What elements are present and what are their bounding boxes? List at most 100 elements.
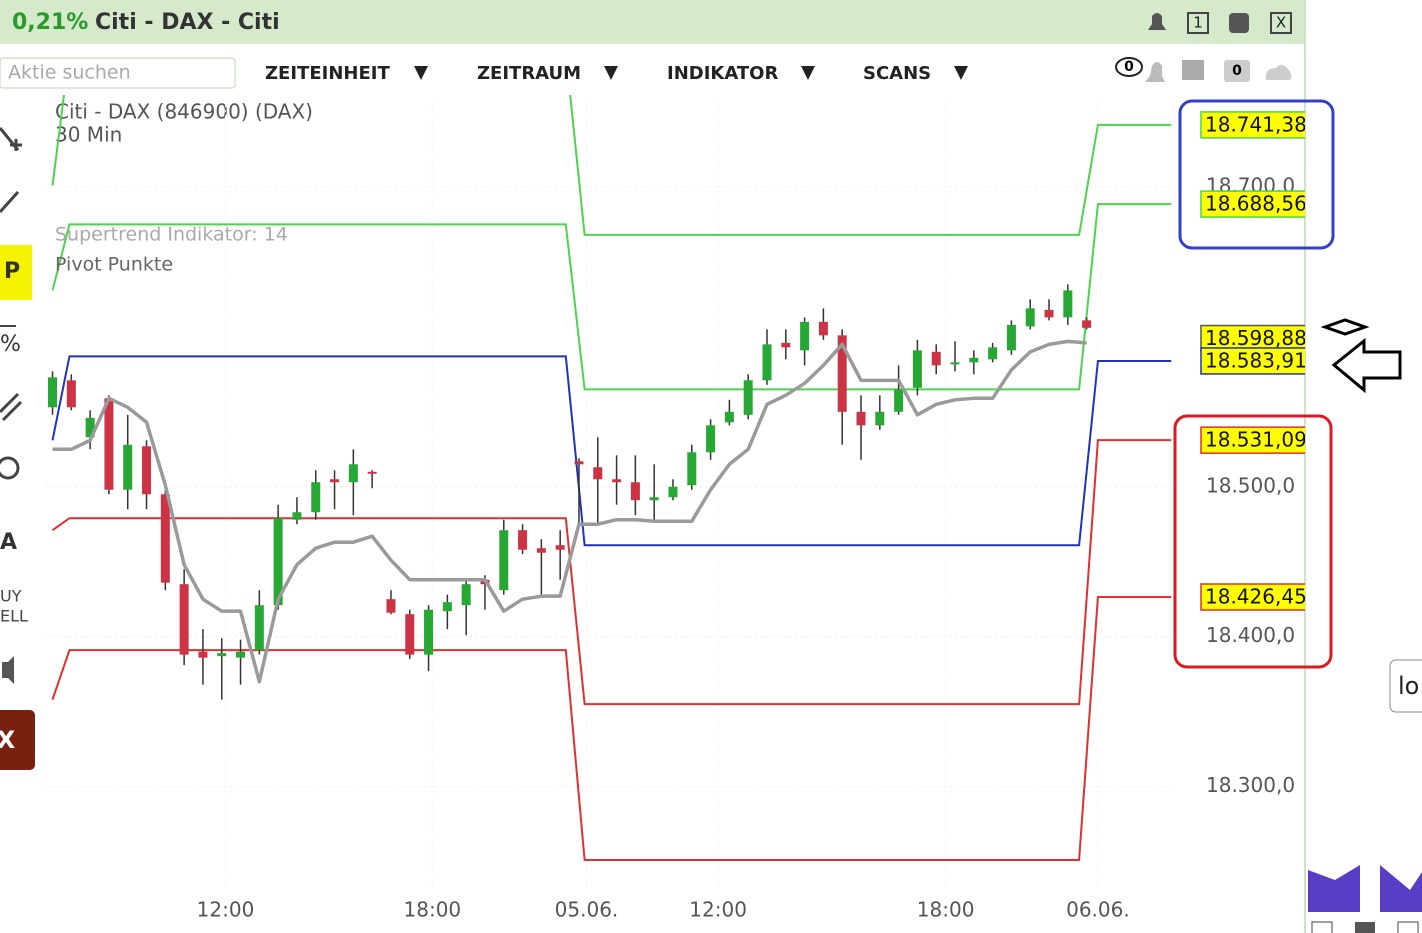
menu[interactable]: INDIKATOR	[667, 63, 778, 84]
candle-body	[179, 584, 189, 655]
close-button[interactable]	[1270, 12, 1292, 34]
price-label: 18.598,88	[1205, 326, 1307, 350]
tool-label[interactable]: A	[0, 530, 17, 555]
candle-body	[217, 653, 227, 657]
candle-body	[875, 411, 885, 426]
average-line	[52, 339, 1087, 684]
parallel-icon[interactable]	[0, 392, 23, 422]
button-label: 1	[1193, 14, 1203, 32]
menu[interactable]: SCANS	[863, 63, 931, 84]
candle-body	[555, 545, 565, 550]
menu[interactable]: ZEITRAUM	[477, 63, 581, 84]
candle-body	[574, 461, 584, 465]
candle-body	[612, 479, 622, 483]
candle-body	[518, 530, 528, 550]
marker	[1320, 318, 1370, 336]
x-tick-label: 12:00	[689, 898, 747, 922]
price-label: 18.426,45	[1205, 585, 1307, 609]
button-label: X	[1276, 14, 1286, 32]
pivot-line	[51, 203, 1172, 391]
chart-subtitle: 30 Min	[55, 123, 122, 147]
exit-label: X	[0, 726, 16, 754]
arrow	[1331, 337, 1402, 394]
tool-box[interactable]	[0, 245, 32, 300]
candle-body	[536, 548, 546, 553]
annotation: Pivot Punkte	[55, 254, 173, 276]
candle-body	[837, 335, 847, 412]
icon	[1355, 922, 1375, 933]
candle-body	[969, 357, 979, 363]
tool-label[interactable]: UY	[0, 587, 22, 606]
candle-body	[292, 512, 302, 520]
chart-title: Citi - DAX (846900) (DAX)	[55, 100, 313, 124]
menu-arrow	[414, 66, 428, 80]
candle-body	[931, 351, 941, 366]
tool-label[interactable]: ELL	[0, 607, 28, 626]
side-tab[interactable]	[1389, 659, 1422, 713]
candle-body	[311, 482, 321, 513]
candle-body	[142, 446, 152, 495]
price-label-box	[1200, 426, 1305, 454]
menu-arrow	[604, 66, 618, 80]
cursor-icon[interactable]	[0, 127, 22, 151]
badge[interactable]	[1115, 57, 1143, 77]
tool-label: P	[4, 259, 20, 284]
candle-body	[386, 599, 396, 613]
icon[interactable]	[1182, 60, 1204, 80]
x-tick-label: 06.06.	[1066, 898, 1130, 922]
candle-body	[912, 350, 922, 388]
candle-body	[1006, 324, 1016, 351]
price-label-box	[1200, 111, 1305, 139]
candle-body	[800, 321, 810, 351]
window-title: Citi - DAX - Citi	[95, 10, 280, 35]
price-label: 18.741,38	[1205, 112, 1307, 136]
candle-body	[762, 344, 772, 381]
x-tick-label: 12:00	[197, 898, 255, 922]
candle-body	[894, 389, 904, 412]
speaker-icon[interactable]	[2, 656, 14, 684]
y-tick-label: 18.300,0	[1206, 773, 1295, 797]
x-tick-label: 05.06.	[555, 898, 619, 922]
logo	[1308, 865, 1422, 912]
candle-body	[950, 362, 960, 365]
bell[interactable]	[1148, 13, 1166, 30]
candle-body	[630, 482, 640, 501]
candle-body	[781, 342, 791, 348]
price-label-box	[1200, 190, 1305, 218]
candle-body	[668, 486, 678, 498]
candle-body	[424, 609, 434, 655]
candle-body	[1025, 308, 1035, 327]
menu[interactable]: ZEITEINHEIT	[265, 63, 390, 84]
button[interactable]	[1229, 13, 1249, 33]
candle-body	[160, 494, 170, 583]
cloud-icon[interactable]	[1265, 64, 1292, 80]
tool-label[interactable]: %	[0, 332, 21, 357]
title-bar	[0, 0, 1305, 44]
y-tick-label: 18.500,0	[1206, 473, 1295, 497]
search-box[interactable]	[0, 57, 236, 89]
candle-body	[818, 321, 828, 336]
search-placeholder: Aktie suchen	[8, 62, 131, 84]
candle-body	[254, 605, 264, 651]
candle-body	[348, 464, 358, 483]
candle-body	[48, 377, 58, 408]
candle-body	[461, 584, 471, 606]
side-tab-label: lo	[1398, 672, 1419, 700]
button[interactable]	[1187, 12, 1209, 34]
candle-body	[499, 530, 509, 591]
bell-icon[interactable]	[1145, 62, 1165, 82]
change: 0,21%	[12, 10, 88, 35]
search-icon[interactable]	[0, 456, 20, 480]
line-icon[interactable]	[0, 190, 20, 214]
icon	[1397, 921, 1419, 933]
candle-body	[706, 425, 716, 453]
candle-body	[405, 614, 415, 655]
badge[interactable]	[1224, 60, 1250, 82]
candle-body	[198, 651, 208, 658]
icon	[1311, 921, 1333, 933]
x-tick-label: 18:00	[404, 898, 462, 922]
exit-button[interactable]	[0, 710, 35, 770]
candle-body	[593, 467, 603, 480]
